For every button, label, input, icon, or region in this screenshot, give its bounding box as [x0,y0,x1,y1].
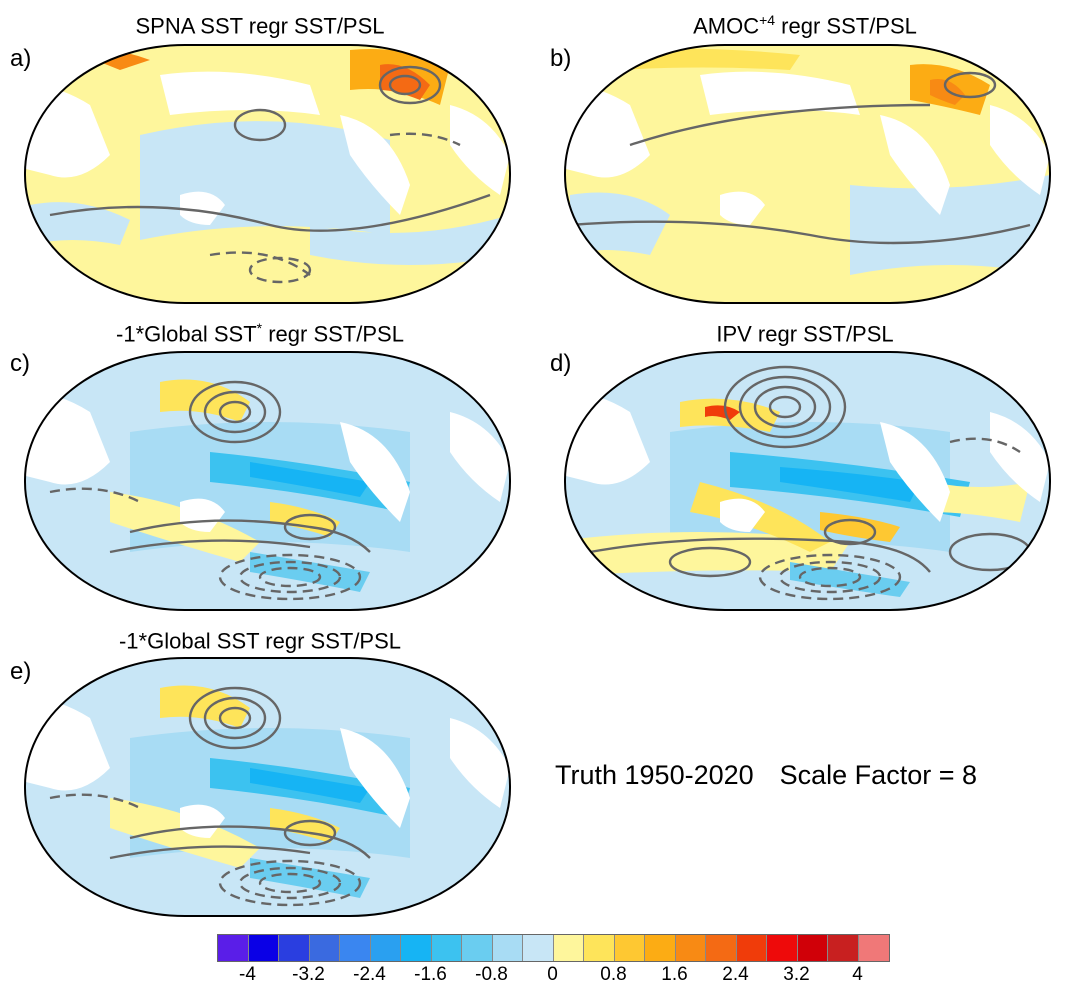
panel-title: IPV regr SST/PSL [716,321,894,347]
map-b [564,44,1051,304]
colorbar-swatch [675,935,706,961]
panel-title: -1*Global SST regr SST/PSL [118,628,402,654]
colorbar-swatch [218,935,249,961]
panel-letter: c) [10,350,30,377]
colorbar [217,934,890,962]
colorbar-tick-label: 1.6 [661,964,688,985]
period-label: Truth 1950-2020 [555,760,754,790]
colorbar-tick-label: 3.2 [783,964,810,985]
colorbar-tick-label: -0.8 [475,964,508,985]
panel-title: -1*Global SST* regr SST/PSL [116,320,404,347]
colorbar-tick-label: 4 [852,964,863,985]
panel-title: SPNA SST regr SST/PSL [135,13,385,39]
colorbar-swatch [706,935,737,961]
colorbar-swatch [523,935,554,961]
annotation-text: Truth 1950-2020 Scale Factor = 8 [555,760,977,791]
colorbar-swatch [736,935,767,961]
panel-letter: e) [10,658,32,685]
panel-letter: b) [550,45,572,72]
colorbar-swatch [858,935,889,961]
colorbar-swatch [645,935,676,961]
colorbar-tick-label: 2.4 [722,964,749,985]
colorbar-swatch [828,935,859,961]
colorbar-swatch [492,935,523,961]
panel-title: AMOC+4 regr SST/PSL [693,12,917,39]
map-e [24,657,511,917]
colorbar-swatch [462,935,493,961]
panel-letter: d) [550,350,572,377]
colorbar-tick-label: -1.6 [414,964,447,985]
colorbar-tick-label: 0 [547,964,558,985]
colorbar-tick-label: 0.8 [600,964,627,985]
scale-label: Scale Factor = 8 [779,760,977,790]
map-a [24,44,511,304]
colorbar-swatch [553,935,584,961]
map-c [24,351,511,611]
colorbar-swatch [309,935,340,961]
colorbar-swatch [584,935,615,961]
colorbar-swatch [614,935,645,961]
colorbar-swatch [797,935,828,961]
colorbar-swatch [370,935,401,961]
colorbar-tick-label: -2.4 [353,964,386,985]
colorbar-swatch [401,935,432,961]
colorbar-swatch [431,935,462,961]
colorbar-swatch [279,935,310,961]
colorbar-tick-label: -3.2 [292,964,325,985]
colorbar-swatch [340,935,371,961]
colorbar-swatch [767,935,798,961]
colorbar-swatch [248,935,279,961]
panel-letter: a) [10,45,32,72]
colorbar-tick-label: -4 [239,964,256,985]
map-d [564,351,1051,611]
colorbar-labels: -4 -3.2 -2.4 -1.6 -0.8 0 0.8 1.6 2.4 3.2 4 [217,964,863,990]
